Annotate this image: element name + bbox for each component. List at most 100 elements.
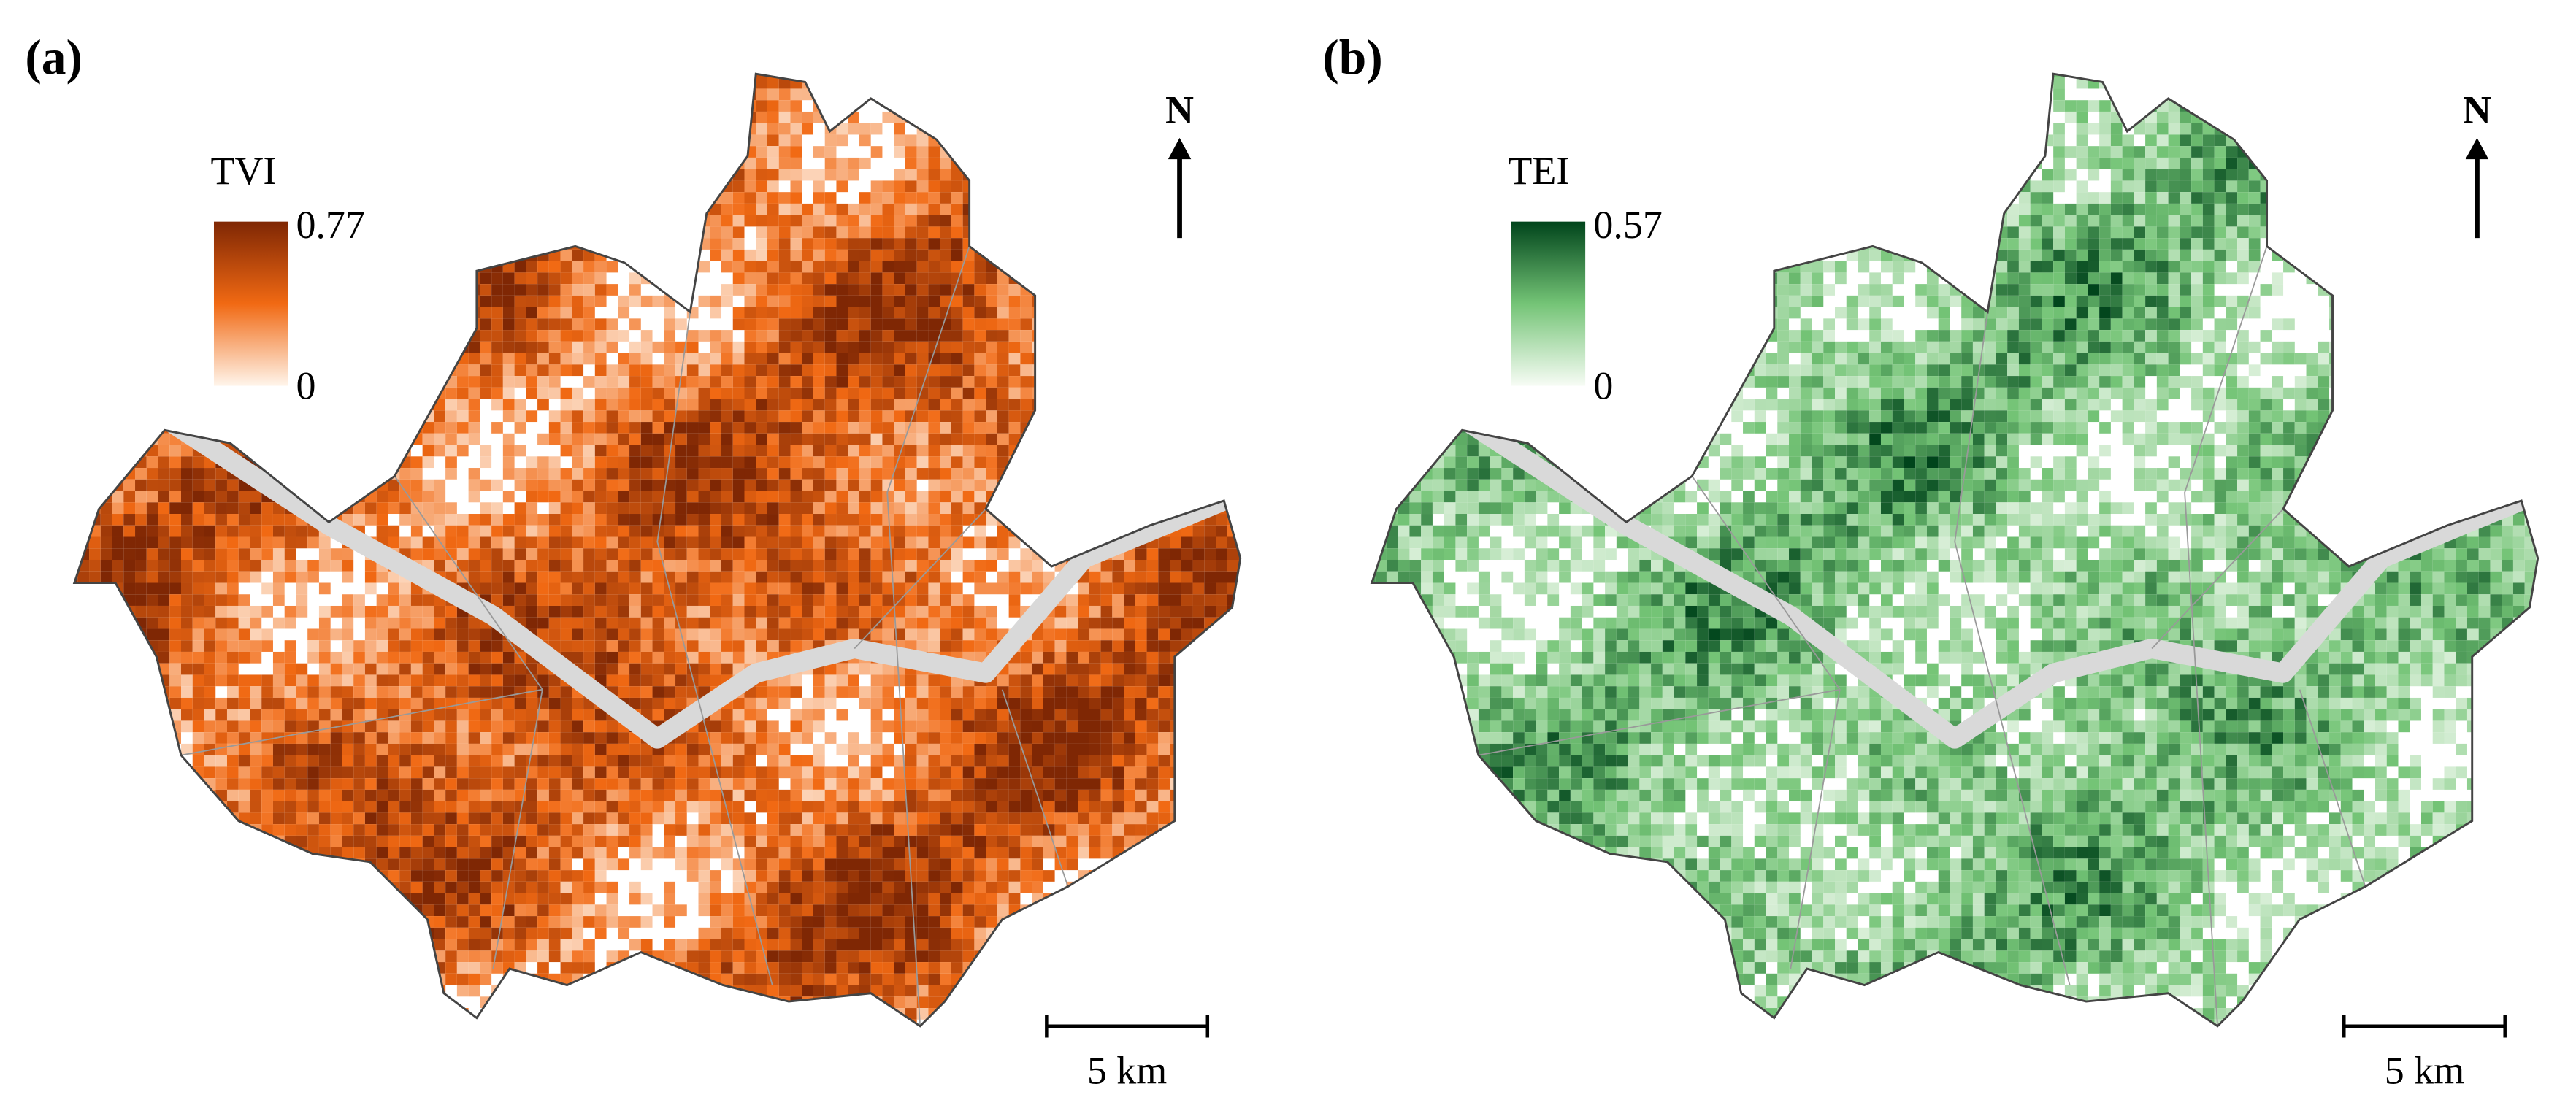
raster-cell (548, 1019, 561, 1026)
raster-cell (514, 697, 526, 709)
raster-cell (272, 870, 285, 882)
raster-cell (721, 847, 733, 859)
raster-cell (376, 456, 388, 469)
raster-cell (629, 180, 641, 193)
raster-cell (526, 353, 538, 365)
raster-cell (238, 755, 250, 767)
raster-cell (296, 559, 308, 572)
raster-cell (100, 720, 112, 733)
raster-cell (767, 456, 779, 469)
raster-cell (89, 134, 101, 147)
raster-cell (618, 812, 630, 825)
raster-cell (502, 824, 515, 836)
raster-cell (388, 318, 400, 331)
raster-cell (100, 594, 112, 606)
raster-cell (422, 192, 434, 204)
raster-cell (192, 904, 204, 917)
raster-cell (296, 318, 308, 331)
raster-cell (123, 445, 136, 457)
raster-cell (410, 697, 423, 709)
raster-cell (721, 77, 733, 89)
raster-cell (640, 973, 653, 985)
raster-cell (732, 100, 745, 112)
raster-cell (756, 157, 767, 169)
raster-cell (204, 111, 216, 123)
raster-cell (100, 559, 112, 572)
raster-cell (710, 893, 722, 905)
raster-cell (560, 272, 572, 285)
raster-cell (330, 123, 342, 135)
raster-cell (146, 100, 158, 112)
raster-cell (652, 74, 664, 77)
raster-cell (491, 157, 503, 169)
raster-cell (296, 100, 308, 112)
raster-cell (135, 824, 147, 836)
raster-cell (606, 651, 618, 664)
raster-cell (514, 548, 526, 560)
raster-cell (169, 801, 182, 813)
raster-cell (652, 686, 664, 698)
raster-cell (686, 100, 699, 112)
raster-cell (767, 571, 779, 583)
raster-cell (618, 410, 630, 423)
raster-cell (767, 732, 779, 744)
raster-cell (686, 74, 699, 77)
raster-cell (226, 100, 239, 112)
raster-cell (77, 341, 90, 353)
raster-cell (307, 881, 319, 893)
raster-cell (77, 1008, 90, 1020)
raster-cell (238, 77, 250, 89)
raster-cell (491, 697, 503, 709)
raster-cell (491, 353, 503, 365)
raster-cell (307, 491, 319, 503)
raster-cell (583, 628, 595, 641)
raster-cell (698, 1008, 710, 1020)
raster-cell (526, 238, 538, 250)
raster-cell (181, 916, 193, 928)
raster-cell (330, 663, 342, 675)
raster-cell (100, 502, 112, 515)
raster-cell (169, 272, 182, 285)
raster-cell (606, 364, 618, 377)
raster-cell (583, 789, 595, 801)
raster-cell (767, 927, 779, 939)
raster-cell (100, 709, 112, 721)
raster-cell (744, 307, 756, 319)
raster-cell (686, 215, 699, 227)
raster-cell (318, 812, 331, 825)
raster-cell (296, 422, 308, 434)
raster-cell (756, 249, 767, 261)
raster-cell (318, 801, 331, 813)
raster-cell (399, 640, 411, 652)
raster-cell (388, 640, 400, 652)
raster-cell (74, 376, 78, 388)
raster-cell (710, 399, 722, 411)
raster-cell (548, 605, 561, 618)
raster-cell (594, 422, 607, 434)
raster-cell (502, 226, 515, 239)
raster-cell (330, 916, 342, 928)
raster-cell (422, 272, 434, 285)
raster-cell (192, 318, 204, 331)
raster-cell (767, 1008, 779, 1020)
raster-cell (272, 594, 285, 606)
raster-cell (710, 353, 722, 365)
raster-cell (710, 502, 722, 515)
raster-cell (744, 353, 756, 365)
raster-cell (250, 1031, 261, 1043)
raster-cell (468, 789, 480, 801)
raster-cell (710, 904, 722, 917)
raster-cell (204, 249, 216, 261)
raster-cell (606, 536, 618, 549)
raster-cell (514, 422, 526, 434)
raster-cell (664, 617, 676, 629)
raster-cell (664, 881, 676, 893)
raster-cell (560, 123, 572, 135)
raster-cell (388, 732, 400, 744)
raster-cell (89, 985, 101, 997)
raster-cell (146, 307, 158, 319)
raster-cell (606, 146, 618, 158)
raster-cell (112, 548, 124, 560)
raster-cell (342, 985, 354, 997)
raster-cell (74, 1019, 78, 1026)
